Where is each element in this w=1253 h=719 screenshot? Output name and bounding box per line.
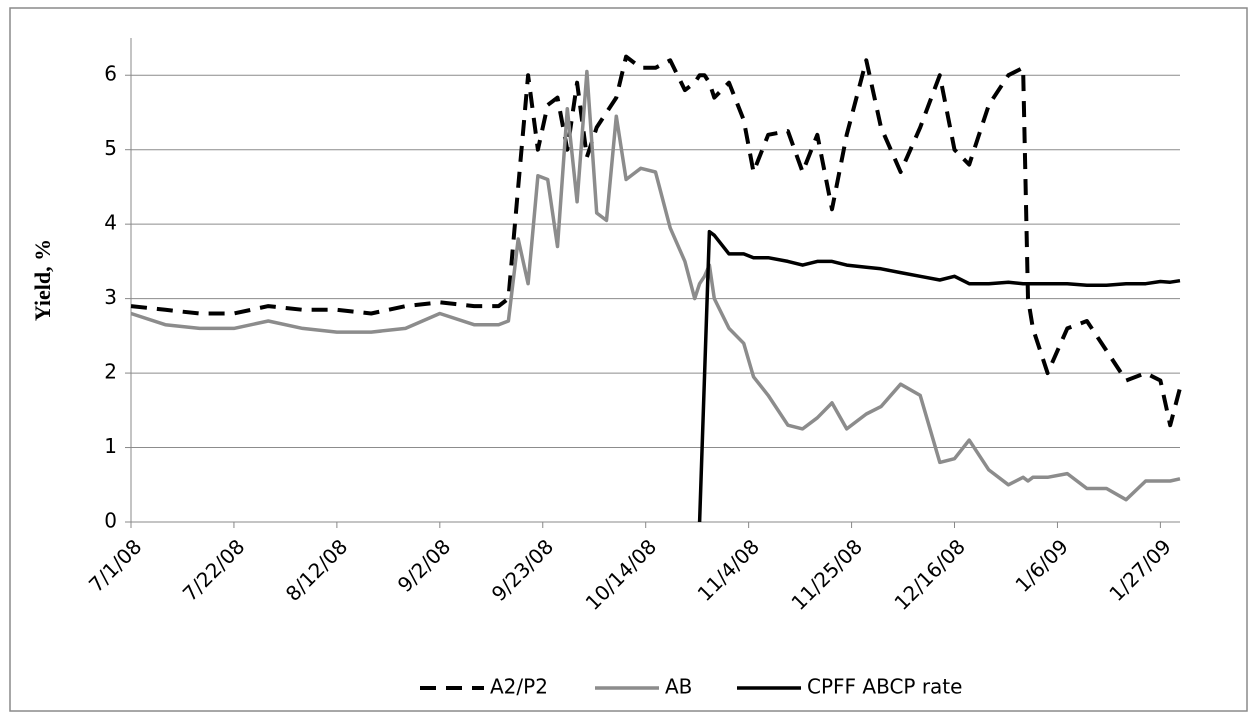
y-tick-label: 6 [104, 62, 117, 86]
y-tick-label: 2 [104, 360, 117, 384]
y-tick-label: 0 [104, 509, 117, 533]
y-tick-label: 4 [104, 211, 117, 235]
y-axis-label: Yield, % [30, 239, 55, 321]
legend-label: CPFF ABCP rate [807, 675, 962, 699]
legend-label: A2/P2 [490, 675, 548, 699]
y-tick-label: 3 [104, 285, 117, 309]
y-tick-label: 5 [104, 136, 117, 160]
series-line [130, 54, 1182, 428]
series-line [697, 229, 1181, 523]
chart-frame [9, 7, 1248, 712]
legend-label: AB [665, 675, 692, 699]
y-tick-label: 1 [104, 434, 117, 458]
